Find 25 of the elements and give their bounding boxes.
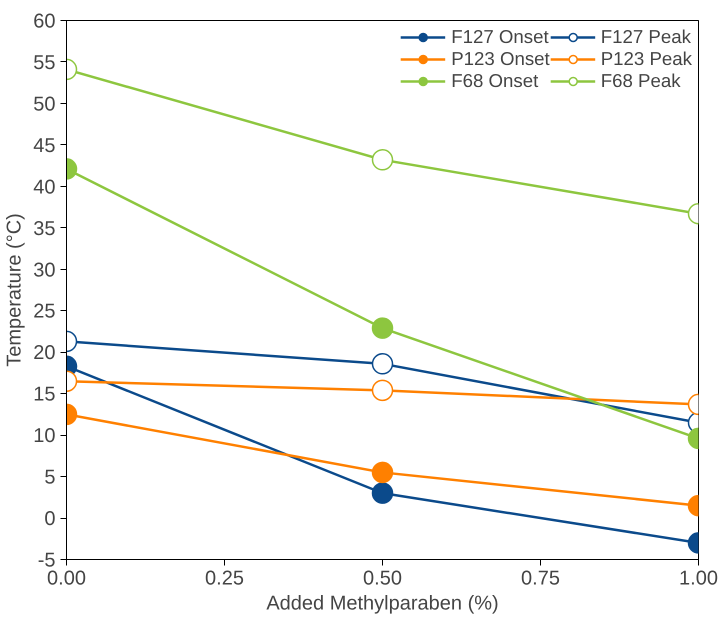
legend-label: F127 Peak bbox=[600, 26, 691, 48]
legend-label: F68 Peak bbox=[600, 70, 681, 92]
y-tick-label: 35 bbox=[33, 218, 56, 240]
y-tick-label: 20 bbox=[33, 342, 56, 364]
x-tick-label: 0.50 bbox=[363, 568, 402, 590]
x-tick-label: 0.25 bbox=[205, 568, 244, 590]
y-tick-label: 50 bbox=[33, 93, 56, 116]
y-tick-label: 55 bbox=[33, 52, 56, 74]
x-tick-label: 1.00 bbox=[679, 568, 718, 590]
y-axis-title: Temperature (°C) bbox=[3, 213, 26, 367]
legend-label: P123 Peak bbox=[600, 48, 692, 70]
y-tick-label: 15 bbox=[33, 384, 56, 406]
y-tick-label: 30 bbox=[33, 259, 56, 282]
x-tick-label: 0.75 bbox=[521, 568, 560, 590]
y-tick-label: 45 bbox=[33, 134, 56, 157]
y-tick-label: 10 bbox=[33, 425, 56, 448]
y-tick-label: 25 bbox=[33, 300, 56, 323]
y-tick-label: 5 bbox=[44, 466, 56, 489]
legend-label: F127 Onset bbox=[451, 26, 549, 48]
y-tick-label: 60 bbox=[33, 10, 56, 32]
legend-label: F68 Onset bbox=[451, 70, 538, 92]
y-tick-label: 0 bbox=[44, 508, 56, 530]
x-axis-title: Added Methylparaben (%) bbox=[266, 592, 499, 614]
y-tick-label: 40 bbox=[33, 176, 56, 198]
legend-label: P123 Onset bbox=[451, 48, 550, 70]
